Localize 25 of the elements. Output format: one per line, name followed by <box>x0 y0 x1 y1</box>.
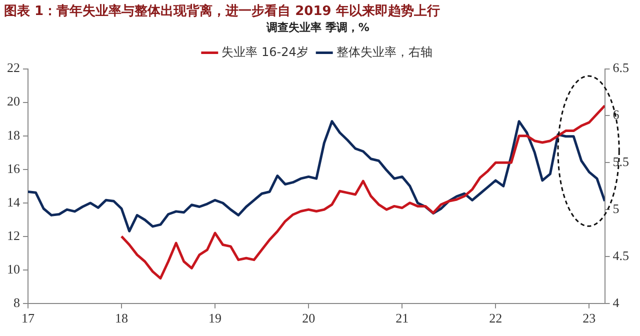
legend-label: 整体失业率，右轴 <box>336 44 432 59</box>
y2-tick-label: 5 <box>612 200 620 216</box>
legend-label: 失业率 16-24岁 <box>222 44 308 59</box>
y-tick-label: 18 <box>7 127 20 142</box>
chart-title: 图表 1：青年失业率与整体出现背离，进一步看自 2019 年以来即趋势上行 <box>4 3 440 20</box>
x-tick-label: 22 <box>489 310 502 326</box>
x-tick-label: 23 <box>582 310 596 326</box>
y-tick-label: 12 <box>7 228 20 243</box>
y2-tick-label: 5.5 <box>612 154 629 170</box>
x-tick-label: 17 <box>22 310 35 326</box>
x-tick-label: 19 <box>208 310 222 326</box>
y2-tick-label: 6.5 <box>612 60 629 76</box>
x-tick-label: 18 <box>115 310 128 326</box>
y-tick-label: 8 <box>14 294 20 310</box>
y-tick-label: 16 <box>7 160 20 176</box>
y-tick-label: 22 <box>7 60 20 76</box>
x-tick-label: 20 <box>302 310 316 326</box>
x-tick-label: 21 <box>396 310 409 326</box>
y-tick-label: 20 <box>7 94 20 109</box>
y2-tick-label: 4.5 <box>612 248 629 263</box>
y-tick-label: 10 <box>7 261 20 276</box>
y-tick-label: 14 <box>7 194 20 210</box>
y2-tick-label: 6 <box>612 107 620 122</box>
chart-subtitle: 调查失业率 季调，% <box>266 21 370 34</box>
y2-tick-label: 4 <box>612 294 620 310</box>
